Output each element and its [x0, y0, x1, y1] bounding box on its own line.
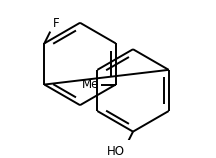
- Text: HO: HO: [107, 145, 125, 158]
- Text: Me: Me: [82, 78, 100, 91]
- Text: F: F: [52, 17, 59, 30]
